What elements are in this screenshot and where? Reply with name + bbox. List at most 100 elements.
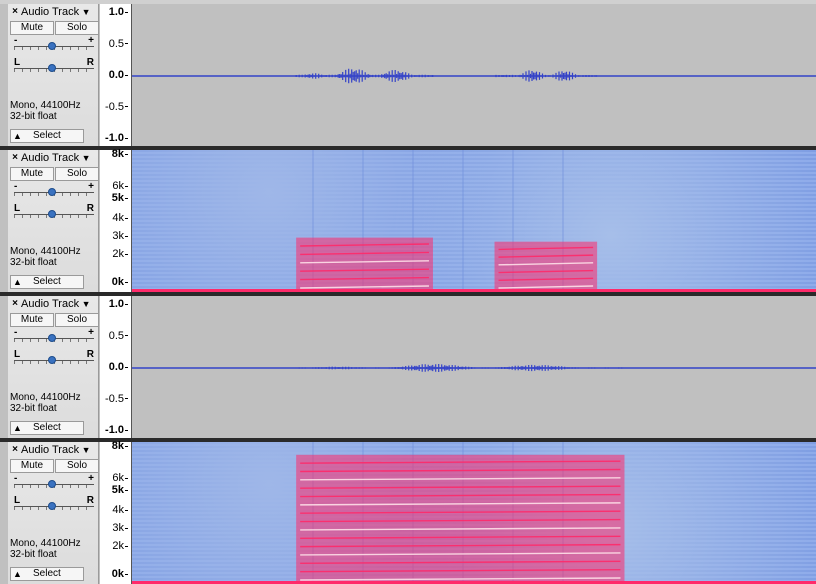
spectrogram-streak: [512, 150, 514, 292]
audio-track-2[interactable]: × Audio Track ▼ Mute Solo - + L R Mono, 44100Hz 3…: [0, 149, 816, 292]
solo-button[interactable]: Solo: [55, 313, 99, 327]
spectrogram-display[interactable]: [132, 442, 816, 584]
spectrogram-display[interactable]: [132, 150, 816, 292]
audio-track-1[interactable]: × Audio Track ▼ Mute Solo - + L R Mono, 44100Hz 3…: [0, 4, 816, 146]
gain-minus-label: -: [14, 327, 18, 338]
track-control-panel: × Audio Track ▼ Mute Solo - + L R Mono, 44100Hz 3…: [8, 4, 99, 146]
mute-button[interactable]: Mute: [10, 167, 54, 181]
sample-rate-label: Mono, 44100Hz: [10, 246, 81, 257]
pan-slider-thumb[interactable]: [48, 502, 56, 510]
mute-button[interactable]: Mute: [10, 459, 54, 473]
spectrogram-harmonic: [498, 246, 594, 251]
collapse-track-icon[interactable]: ▲: [13, 131, 22, 141]
collapse-track-icon[interactable]: ▲: [13, 423, 22, 433]
select-button[interactable]: Select: [33, 568, 61, 579]
track-control-panel: × Audio Track ▼ Mute Solo - + L R Mono, 44100Hz 3…: [8, 296, 99, 438]
ruler-tick-label: 6k: [112, 473, 128, 484]
gain-slider[interactable]: - +: [12, 327, 96, 344]
track-separator[interactable]: [0, 292, 816, 296]
audio-track-4[interactable]: × Audio Track ▼ Mute Solo - + L R Mono, 44100Hz 3…: [0, 441, 816, 584]
track-format-info: Mono, 44100Hz 32-bit float: [10, 538, 81, 560]
ruler-tick-label: 0k: [112, 277, 128, 288]
mute-button[interactable]: Mute: [10, 313, 54, 327]
pan-left-label: L: [14, 57, 21, 68]
waveform-burst: [295, 364, 624, 372]
spectrogram-harmonic: [300, 568, 621, 573]
pan-slider-thumb[interactable]: [48, 356, 56, 364]
solo-button[interactable]: Solo: [55, 459, 99, 473]
gain-slider-thumb[interactable]: [48, 188, 56, 196]
ruler-tick-label: 3k: [112, 231, 128, 242]
spectrogram-harmonic: [300, 268, 429, 272]
sample-format-label: 32-bit float: [10, 111, 57, 122]
select-bar: ▲ Select: [10, 129, 84, 143]
track-name-menu[interactable]: Audio Track ▼: [21, 298, 99, 310]
gain-slider-thumb[interactable]: [48, 42, 56, 50]
gain-slider[interactable]: - +: [12, 473, 96, 490]
sample-format-label: 32-bit float: [10, 257, 57, 268]
select-button[interactable]: Select: [33, 422, 61, 433]
spectrogram-harmonic: [300, 485, 621, 489]
collapse-track-icon[interactable]: ▲: [13, 569, 22, 579]
gain-slider-thumb[interactable]: [48, 334, 56, 342]
ruler-tick-label: 4k: [112, 213, 128, 224]
ruler-tick-label: 6k: [112, 181, 128, 192]
spectrogram-streak: [562, 150, 564, 292]
track-name-menu[interactable]: Audio Track ▼: [21, 152, 99, 164]
select-bar: ▲ Select: [10, 275, 84, 289]
pan-slider-thumb[interactable]: [48, 210, 56, 218]
close-track-icon[interactable]: ×: [12, 444, 18, 455]
vertical-ruler[interactable]: 8k 6k 5k 4k 3k 2k 0k: [100, 441, 132, 584]
track-separator[interactable]: [0, 146, 816, 150]
track-format-info: Mono, 44100Hz 32-bit float: [10, 246, 81, 268]
solo-button[interactable]: Solo: [55, 21, 99, 35]
ruler-tick-label: 0k: [112, 569, 128, 580]
close-track-icon[interactable]: ×: [12, 298, 18, 309]
vertical-ruler[interactable]: 8k 6k 5k 4k 3k 2k 0k: [100, 149, 132, 292]
gain-minus-label: -: [14, 473, 18, 484]
spectrogram-streak: [312, 150, 314, 292]
ruler-tick-label: 0.0: [109, 362, 128, 373]
select-bar: ▲ Select: [10, 421, 84, 435]
spectrogram-harmonic: [300, 460, 621, 464]
spectrogram-harmonic: [300, 260, 429, 264]
solo-button[interactable]: Solo: [55, 167, 99, 181]
spectrogram-harmonic: [300, 560, 621, 565]
ruler-tick-label: -0.5: [105, 393, 128, 405]
waveform-display[interactable]: [132, 4, 816, 146]
track-name-menu[interactable]: Audio Track ▼: [21, 6, 99, 18]
close-track-icon[interactable]: ×: [12, 6, 18, 17]
spectrogram-harmonic: [300, 510, 621, 514]
gain-plus-label: +: [88, 35, 94, 46]
gain-slider-thumb[interactable]: [48, 480, 56, 488]
spectrogram-streak: [462, 150, 464, 292]
dropdown-arrow-icon: ▼: [79, 299, 91, 309]
close-track-icon[interactable]: ×: [12, 152, 18, 163]
pan-left-label: L: [14, 349, 21, 360]
waveform-display[interactable]: [132, 296, 816, 438]
pan-right-label: R: [86, 203, 94, 214]
audio-track-3[interactable]: × Audio Track ▼ Mute Solo - + L R Mono, 44100Hz 3…: [0, 296, 816, 438]
gain-slider[interactable]: - +: [12, 35, 96, 52]
spectrogram-harmonic: [300, 552, 621, 556]
mute-button[interactable]: Mute: [10, 21, 54, 35]
select-button[interactable]: Select: [33, 276, 61, 287]
vertical-ruler[interactable]: 1.0 0.5 0.0 -0.5 -1.0: [100, 4, 132, 146]
waveform-burst: [493, 70, 598, 82]
ruler-tick-label: 0.0: [109, 70, 128, 81]
track-separator[interactable]: [0, 438, 816, 442]
pan-slider-thumb[interactable]: [48, 64, 56, 72]
select-button[interactable]: Select: [33, 130, 61, 141]
gain-slider[interactable]: - +: [12, 181, 96, 198]
ruler-tick-label: 1.0: [109, 7, 128, 18]
track-name-label: Audio Track: [21, 298, 80, 310]
track-name-menu[interactable]: Audio Track ▼: [21, 444, 99, 456]
collapse-track-icon[interactable]: ▲: [13, 277, 22, 287]
vertical-ruler[interactable]: 1.0 0.5 0.0 -0.5 -1.0: [100, 296, 132, 438]
pan-left-label: L: [14, 495, 21, 506]
ruler-tick-label: 5k: [112, 193, 128, 204]
